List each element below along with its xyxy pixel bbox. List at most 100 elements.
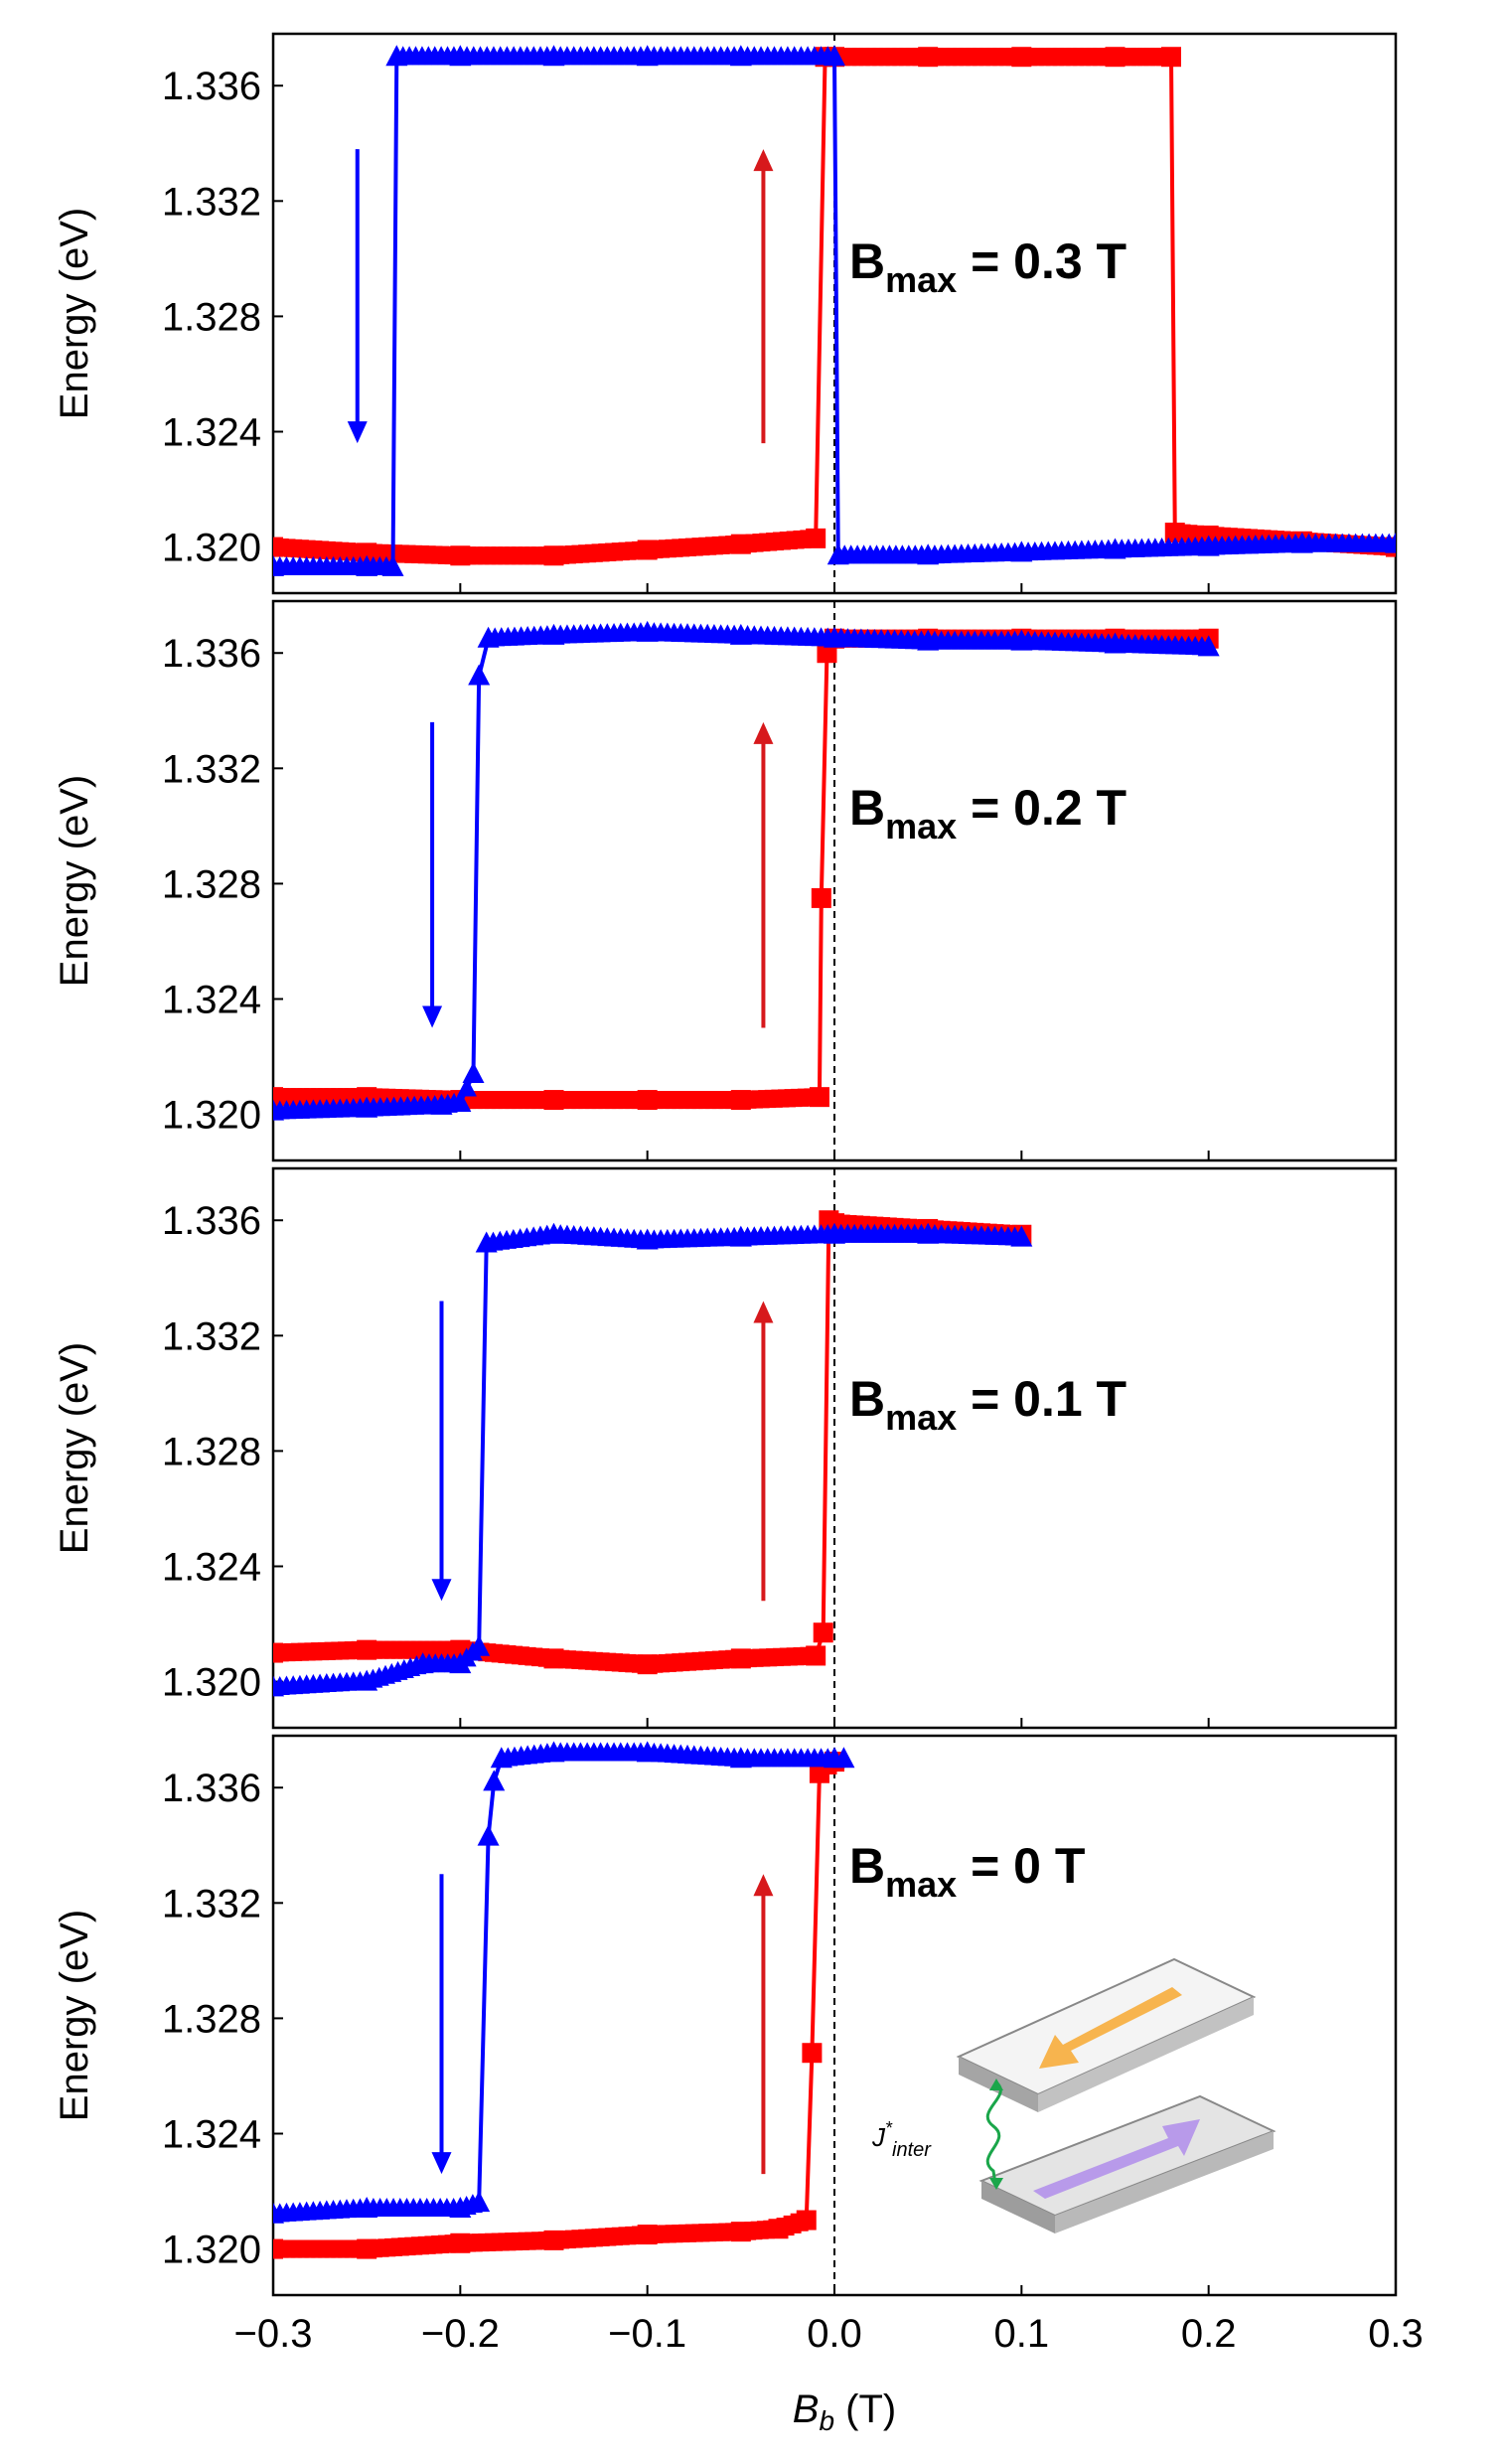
data-point-triangle xyxy=(542,45,565,67)
bilayer-schematic-inset: J*inter xyxy=(871,1957,1277,2233)
data-point-triangle xyxy=(475,1231,498,1253)
data-point-triangle xyxy=(1104,632,1126,654)
data-point-triangle xyxy=(468,664,491,686)
coupling-arrowhead-top-icon xyxy=(989,2079,1003,2090)
data-point-square xyxy=(1164,523,1185,543)
data-point-triangle xyxy=(356,554,378,576)
data-point-square xyxy=(730,534,751,554)
data-point-triangle xyxy=(1010,629,1033,651)
data-point-triangle xyxy=(356,2196,378,2218)
coupling-arrowhead-bottom-icon xyxy=(989,2178,1003,2190)
data-point-triangle xyxy=(542,1741,565,1763)
data-point-square xyxy=(806,1645,826,1666)
data-point-triangle xyxy=(483,1770,506,1791)
panel-label-main: B xyxy=(849,780,885,836)
data-point-square xyxy=(1105,47,1126,68)
data-point-triangle xyxy=(430,1093,453,1115)
data-point-triangle xyxy=(729,1747,752,1769)
bottom-layer-front-face xyxy=(981,2181,1055,2233)
y-axis-title: Energy (eV) xyxy=(53,1342,96,1554)
data-point-square xyxy=(273,2238,283,2259)
data-point-square xyxy=(1161,47,1181,68)
data-point-triangle xyxy=(356,1669,378,1691)
x-tick-label: 0.1 xyxy=(994,2312,1050,2356)
y-tick-label: 1.320 xyxy=(162,527,261,570)
y-tick-label: 1.336 xyxy=(162,1199,261,1243)
data-point-square xyxy=(637,1090,658,1111)
data-point-square xyxy=(273,1642,283,1663)
data-point-triangle xyxy=(1290,532,1313,553)
y-tick-label: 1.324 xyxy=(162,978,261,1021)
plot-area xyxy=(273,601,1220,1160)
sweep-arrowhead-down-icon xyxy=(431,2152,452,2175)
marker-triangle xyxy=(456,1077,477,1097)
y-tick-label: 1.320 xyxy=(162,1661,261,1705)
y-tick-label: 1.328 xyxy=(162,1430,261,1473)
data-point-square xyxy=(637,1654,658,1675)
panel-1: 1.320 1.324 1.328 1.332 1.336 Energy (eV) Bmax… xyxy=(53,32,1398,595)
data-point-square xyxy=(813,1622,833,1643)
data-point-triangle xyxy=(1197,635,1220,657)
y-tick-label: 1.324 xyxy=(162,2112,261,2156)
data-point-triangle xyxy=(729,45,752,67)
data-point-square xyxy=(543,1090,564,1111)
x-tick-labels: −0.3 −0.2 −0.1 0.0 0.1 0.2 0.3 xyxy=(234,2312,1424,2356)
sweep-arrowhead-up-icon xyxy=(753,1301,774,1323)
data-point-triangle xyxy=(636,620,659,642)
sweep-arrowhead-down-icon xyxy=(431,1579,452,1602)
data-point-triangle xyxy=(1010,540,1033,562)
y-tick-label: 1.332 xyxy=(162,747,261,791)
panel-label-sub: max xyxy=(885,806,957,847)
panel-2: 1.320 1.324 1.328 1.332 1.336 Energy (eV) Bmax… xyxy=(53,599,1398,1162)
data-point-triangle xyxy=(1104,538,1126,559)
data-point-triangle xyxy=(356,1096,378,1118)
data-point-square xyxy=(273,537,283,557)
y-tick-label: 1.336 xyxy=(162,632,261,676)
data-point-triangle xyxy=(490,1747,513,1769)
data-point-triangle xyxy=(462,1061,485,1083)
data-point-triangle xyxy=(273,1675,284,1697)
x-tick-label: −0.3 xyxy=(234,2312,313,2356)
data-point-triangle xyxy=(1385,532,1396,553)
panel-label-main: B xyxy=(849,1838,885,1894)
data-point-triangle xyxy=(636,1741,659,1763)
data-point-triangle xyxy=(824,626,845,648)
panel-label: Bmax = 0.1 T xyxy=(849,1371,1126,1438)
data-point-triangle xyxy=(824,45,845,67)
data-point-triangle xyxy=(449,45,472,67)
x-tick-label: 0.2 xyxy=(1181,2312,1237,2356)
data-point-square xyxy=(357,1639,377,1660)
data-point-triangle xyxy=(411,1652,434,1674)
data-point-square xyxy=(796,2210,817,2231)
x-tick-label: 0.0 xyxy=(807,2312,862,2356)
data-point-triangle xyxy=(917,1222,940,1244)
data-point-square xyxy=(730,2222,751,2242)
y-tick-label: 1.336 xyxy=(162,65,261,108)
bottom-spin-arrow-icon xyxy=(1033,2119,1200,2199)
panel-label-main: B xyxy=(849,233,885,289)
y-tick-label: 1.328 xyxy=(162,295,261,339)
data-point-square xyxy=(357,2238,377,2259)
data-point-triangle xyxy=(449,1652,472,1674)
panel-label-rest: = 0.2 T xyxy=(957,780,1126,836)
data-point-square xyxy=(637,2225,658,2245)
data-point-triangle xyxy=(381,554,404,576)
sweep-arrowhead-up-icon xyxy=(753,149,774,172)
data-point-square xyxy=(450,545,471,566)
data-point-triangle xyxy=(542,623,565,645)
data-point-triangle xyxy=(477,1824,500,1846)
data-point-square xyxy=(543,2230,564,2250)
y-tick-label: 1.332 xyxy=(162,1882,261,1925)
sweep-arrowhead-up-icon xyxy=(753,1874,774,1897)
data-point-square xyxy=(806,528,826,548)
data-point-square xyxy=(730,1648,751,1669)
panel-label: Bmax = 0.2 T xyxy=(849,780,1126,847)
data-point-triangle xyxy=(917,629,940,651)
data-point-square xyxy=(918,47,939,68)
data-point-triangle xyxy=(824,1222,845,1244)
sweep-arrowhead-up-icon xyxy=(753,721,774,744)
data-point-triangle xyxy=(468,1634,491,1656)
sweep-arrowhead-down-icon xyxy=(422,1005,443,1028)
plot-area xyxy=(273,34,1396,593)
data-point-triangle xyxy=(477,626,500,648)
